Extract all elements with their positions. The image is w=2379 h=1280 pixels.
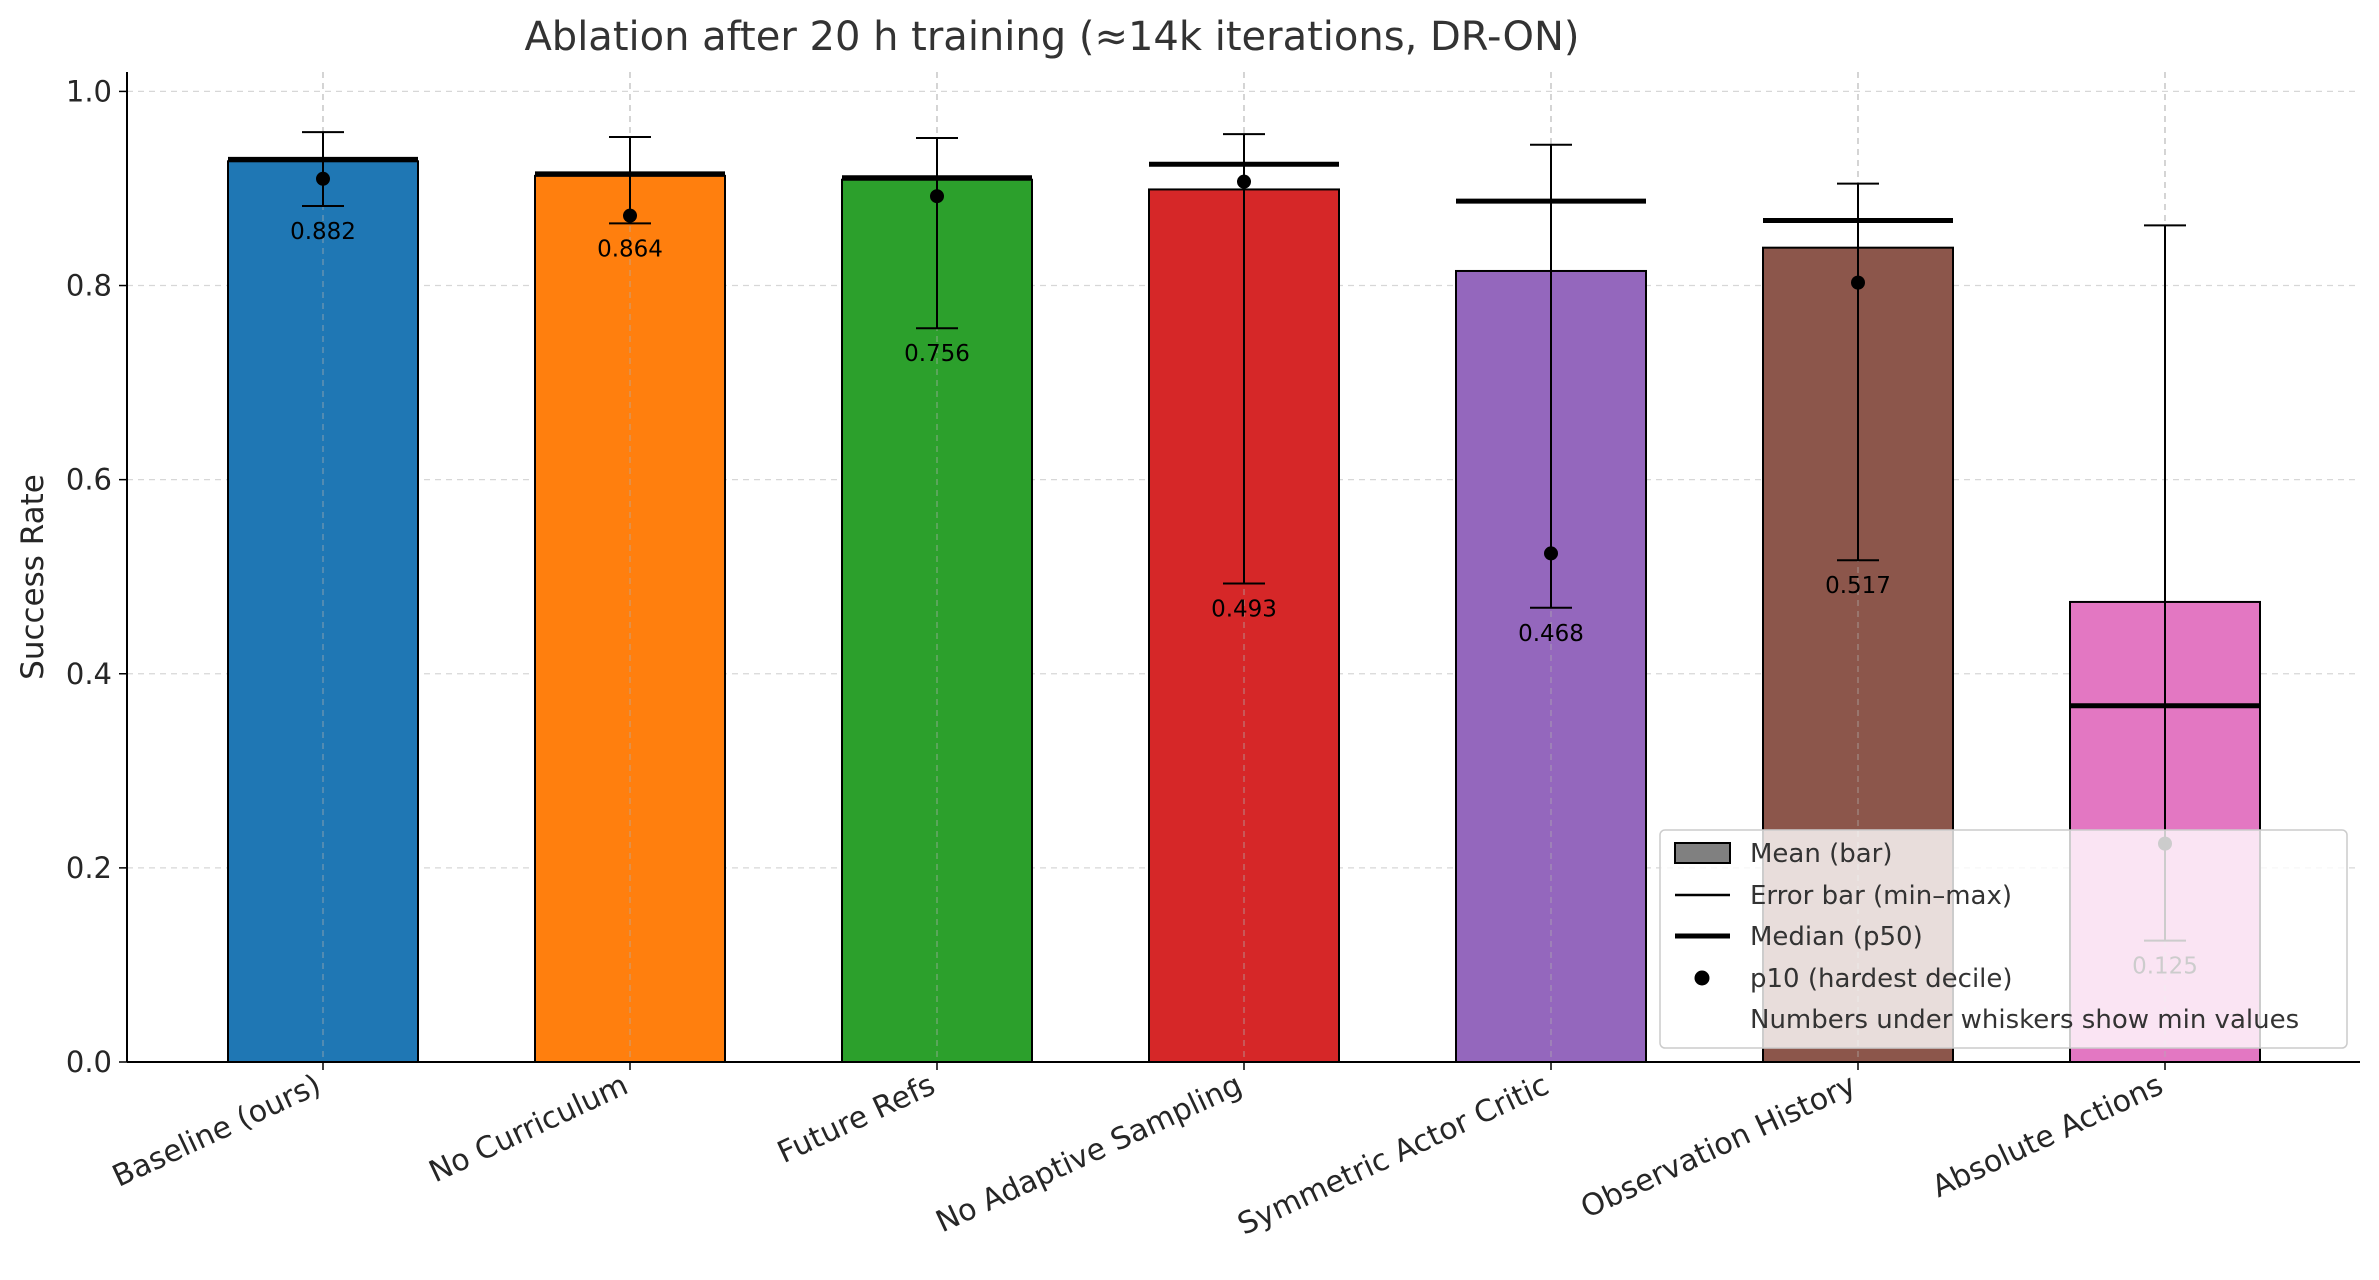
- p10-point: [1237, 174, 1251, 189]
- y-tick-label: 1.0: [66, 74, 112, 108]
- min-value-label: 0.864: [597, 236, 663, 262]
- legend-mean-swatch: [1674, 842, 1731, 864]
- y-ticks: 0.0 0.2 0.4 0.6 0.8 1.0: [66, 74, 127, 1079]
- chart-title: Ablation after 20 h training (≈14k itera…: [524, 14, 1579, 60]
- legend-p10-label: p10 (hardest decile): [1750, 964, 2013, 994]
- p10-point: [930, 189, 944, 204]
- legend-errorbar-label: Error bar (min–max): [1750, 881, 2012, 911]
- y-tick-label: 0.6: [66, 463, 112, 497]
- y-axis-label: Success Rate: [15, 474, 51, 680]
- legend-p10-swatch: [1694, 970, 1710, 986]
- legend-median-label: Median (p50): [1750, 922, 1923, 952]
- x-tick-label: Baseline (ours): [107, 1068, 326, 1195]
- legend-note: Numbers under whiskers show min values: [1750, 1005, 2299, 1035]
- x-tick-label: Symmetric Actor Critic: [1232, 1068, 1554, 1243]
- p10-point: [623, 208, 637, 223]
- y-tick-label: 0.8: [66, 269, 112, 303]
- legend-frame: [1659, 829, 2348, 1049]
- y-tick-label: 0.2: [66, 851, 112, 885]
- min-value-label: 0.882: [290, 219, 356, 245]
- legend-mean-label: Mean (bar): [1750, 839, 1893, 869]
- x-tick-label: No Curriculum: [424, 1068, 634, 1191]
- y-tick-label: 0.0: [66, 1045, 112, 1079]
- x-tick-label: No Adaptive Sampling: [931, 1068, 1248, 1240]
- min-value-label: 0.756: [904, 341, 970, 367]
- bar: [534, 174, 726, 1063]
- min-value-label: 0.517: [1825, 573, 1891, 599]
- p10-point: [1851, 275, 1865, 290]
- min-value-label: 0.468: [1518, 621, 1584, 647]
- x-tick-label: Future Refs: [772, 1068, 940, 1171]
- x-ticks: Baseline (ours) No Curriculum Future RefsN…: [107, 1062, 2168, 1242]
- p10-point: [316, 171, 330, 186]
- x-tick-label: Observation History: [1576, 1068, 1862, 1226]
- y-tick-label: 0.4: [66, 657, 112, 691]
- p10-point: [1544, 546, 1558, 561]
- min-value-label: 0.493: [1211, 597, 1277, 623]
- x-tick-label: Absolute Actions: [1927, 1068, 2169, 1205]
- legend: Mean (bar) Error bar (min–max) Median (p…: [1659, 829, 2348, 1049]
